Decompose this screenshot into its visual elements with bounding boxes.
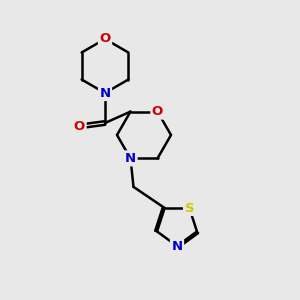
Text: N: N	[99, 86, 111, 100]
Text: N: N	[125, 152, 136, 165]
Text: O: O	[152, 105, 163, 118]
Text: N: N	[171, 239, 183, 253]
Text: O: O	[74, 119, 85, 133]
Text: S: S	[184, 202, 194, 214]
Text: O: O	[99, 32, 111, 46]
